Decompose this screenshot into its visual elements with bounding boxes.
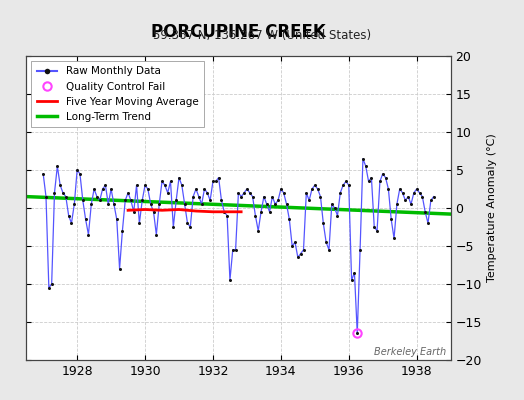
Text: Berkeley Earth: Berkeley Earth <box>374 347 446 357</box>
Title: PORCUPINE CREEK: PORCUPINE CREEK <box>151 22 326 40</box>
Legend: Raw Monthly Data, Quality Control Fail, Five Year Moving Average, Long-Term Tren: Raw Monthly Data, Quality Control Fail, … <box>31 61 204 127</box>
Text: 59.367 N, 136.267 W (United States): 59.367 N, 136.267 W (United States) <box>153 30 371 42</box>
Y-axis label: Temperature Anomaly (°C): Temperature Anomaly (°C) <box>487 134 497 282</box>
